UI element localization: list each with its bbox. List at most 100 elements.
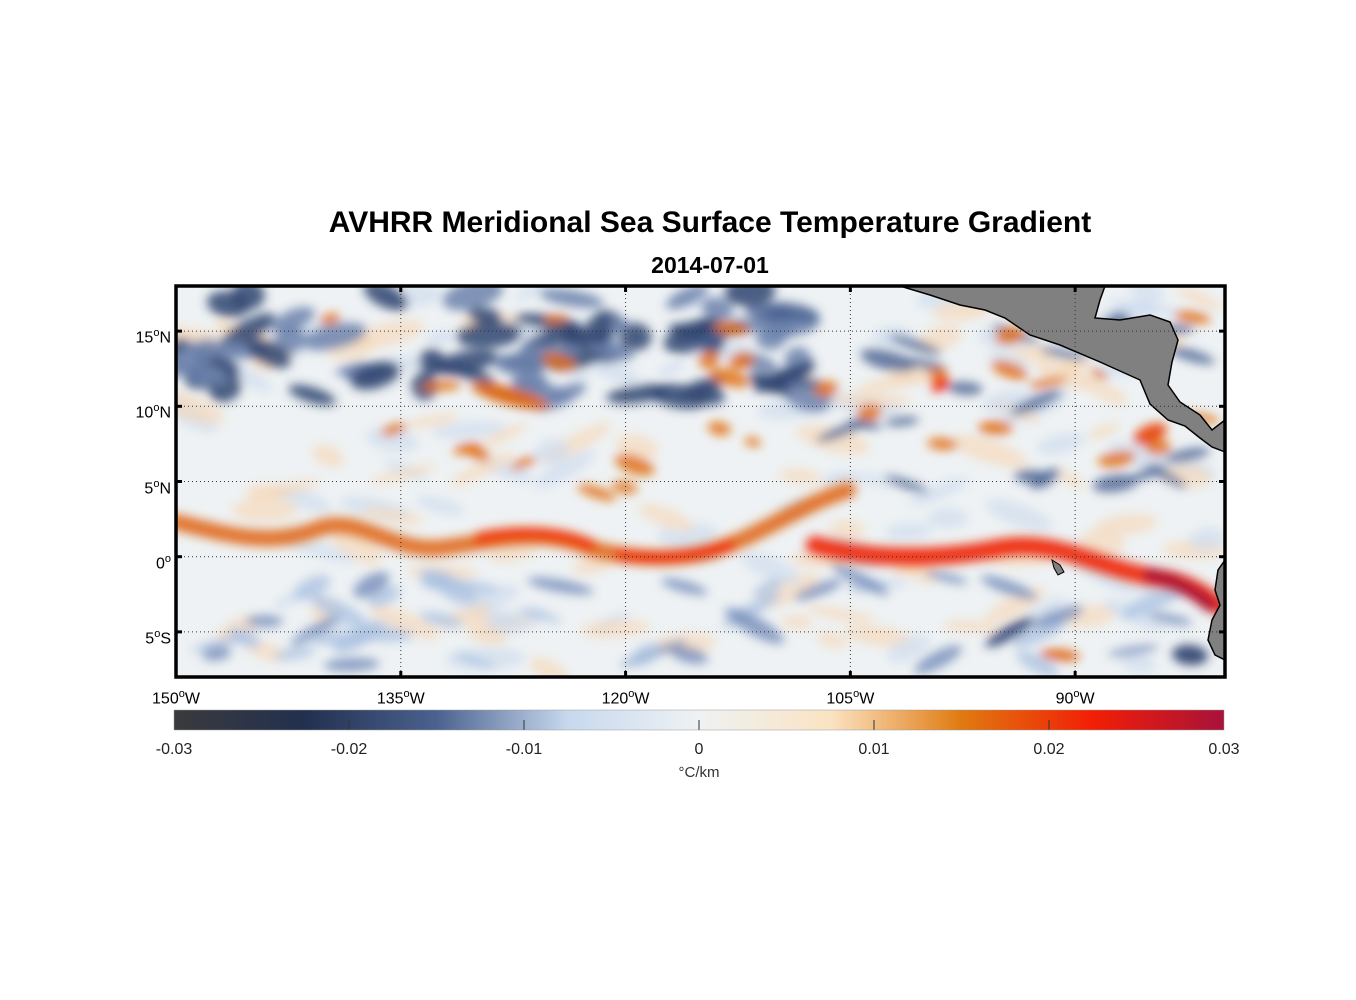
field-feature xyxy=(419,611,464,628)
field-feature xyxy=(1144,439,1171,456)
field-feature xyxy=(468,627,508,645)
field-feature xyxy=(435,579,499,594)
field-feature xyxy=(1016,650,1059,677)
field-feature xyxy=(991,360,1028,380)
colorbar-unit: °C/km xyxy=(678,764,720,781)
field-feature xyxy=(1110,299,1182,316)
field-feature xyxy=(1036,433,1086,455)
field-feature xyxy=(671,316,722,335)
field-feature xyxy=(290,614,343,646)
field-feature xyxy=(927,508,969,529)
field-feature xyxy=(467,307,503,324)
field-feature xyxy=(273,647,316,660)
field-feature xyxy=(214,340,245,358)
field-feature xyxy=(1090,368,1108,380)
field-feature xyxy=(580,620,650,638)
field-feature xyxy=(1035,360,1092,390)
field-feature xyxy=(614,454,655,476)
field-feature xyxy=(778,468,823,484)
field-feature xyxy=(615,434,658,461)
field-feature xyxy=(1177,287,1223,311)
field-feature xyxy=(947,381,983,396)
lat-tick-label: 5oN xyxy=(144,477,171,497)
field-feature xyxy=(189,368,218,387)
colorbar-tick-label: 0.03 xyxy=(1208,741,1240,758)
lat-tick-label: 10oN xyxy=(135,402,171,422)
field-feature xyxy=(619,322,652,351)
field-feature xyxy=(421,380,462,392)
field-feature xyxy=(1028,376,1068,389)
field-feature xyxy=(1011,620,1065,648)
field-feature xyxy=(701,297,734,321)
field-feature xyxy=(471,382,549,410)
field-feature xyxy=(1166,346,1215,365)
field-feature xyxy=(805,605,875,623)
field-feature xyxy=(670,646,709,664)
field-feature xyxy=(445,647,526,671)
colorbar-ticks xyxy=(348,720,1050,730)
field-feature xyxy=(543,314,569,324)
field-feature xyxy=(816,420,868,442)
field-feature xyxy=(369,464,437,484)
field-feature xyxy=(1057,470,1085,489)
field-feature xyxy=(206,291,250,318)
field-feature xyxy=(271,306,315,334)
colorbar-tick-label: -0.03 xyxy=(155,741,193,758)
field-feature xyxy=(369,606,441,640)
field-feature xyxy=(527,577,594,595)
field-feature xyxy=(1097,451,1136,468)
field-feature xyxy=(857,373,923,393)
field-feature xyxy=(657,360,686,377)
field-feature xyxy=(432,349,498,376)
field-feature xyxy=(724,607,785,645)
lon-tick-label: 120oW xyxy=(601,688,650,708)
field-feature xyxy=(380,423,407,436)
colorbar-tick-label: -0.01 xyxy=(505,741,543,758)
field-feature xyxy=(534,450,596,489)
field-feature xyxy=(606,384,670,404)
lon-tick-label: 105oW xyxy=(826,688,875,708)
field-feature xyxy=(510,376,573,403)
field-feature xyxy=(1173,310,1211,324)
field-feature xyxy=(744,302,793,322)
field-feature xyxy=(1087,423,1120,440)
field-feature xyxy=(985,617,1035,647)
field-feature xyxy=(1172,644,1208,666)
field-feature xyxy=(1013,469,1049,484)
field-feature xyxy=(988,352,1029,371)
field-feature xyxy=(228,627,261,649)
field-feature xyxy=(176,338,219,378)
colorbar-tick-label: 0.01 xyxy=(858,741,890,758)
field-feature xyxy=(405,413,460,429)
colorbar-tick-label: -0.02 xyxy=(330,741,368,758)
field-feature xyxy=(693,384,725,406)
field-feature xyxy=(796,424,870,455)
field-feature xyxy=(951,435,1028,468)
field-feature xyxy=(690,332,725,351)
colorbar-tick-label: 0 xyxy=(694,741,704,758)
field-feature xyxy=(741,552,801,585)
field-feature xyxy=(978,420,1014,436)
field-feature xyxy=(453,442,482,456)
field-feature xyxy=(781,615,812,630)
field-feature xyxy=(698,350,720,369)
field-feature xyxy=(1039,347,1087,361)
gridlines xyxy=(175,286,1225,677)
field-feature xyxy=(843,625,913,647)
field-feature xyxy=(1058,356,1091,375)
lon-tick-label: 150oW xyxy=(152,688,200,708)
field-feature xyxy=(849,472,903,487)
field-feature xyxy=(415,495,464,515)
field-feature xyxy=(860,348,915,372)
field-feature xyxy=(1108,441,1185,474)
field-feature xyxy=(293,574,331,601)
field-feature xyxy=(1165,447,1210,463)
frame-ticks xyxy=(174,286,1225,677)
field-feature xyxy=(785,377,824,389)
field-feature xyxy=(1148,612,1193,626)
field-feature xyxy=(231,498,299,522)
field-feature xyxy=(723,286,776,307)
field-feature xyxy=(814,380,839,398)
field-feature xyxy=(245,615,284,628)
lon-tick-label: 135oW xyxy=(376,688,425,708)
